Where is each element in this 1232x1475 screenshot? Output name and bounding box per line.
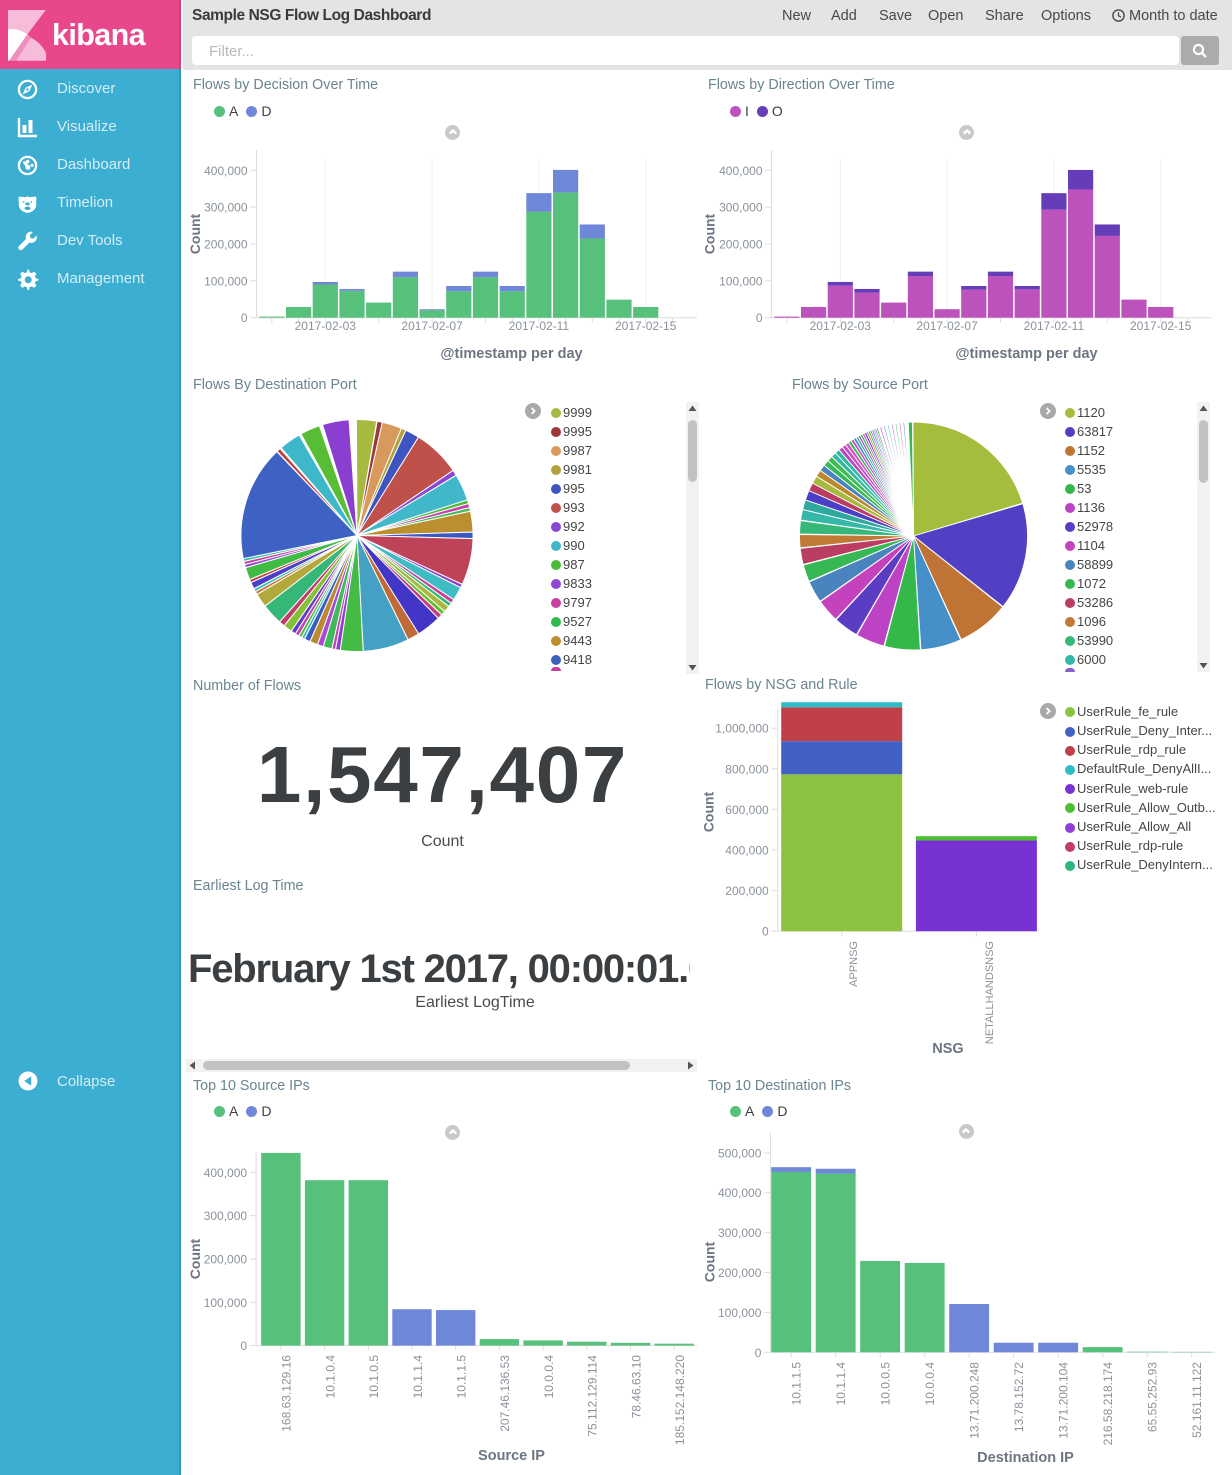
svg-text:300,000: 300,000 [719,201,763,215]
svg-text:10.0.0.4: 10.0.0.4 [542,1355,556,1399]
svg-text:2017-02-07: 2017-02-07 [916,319,978,333]
svg-text:400,000: 400,000 [725,844,769,858]
svg-text:@timestamp per day: @timestamp per day [955,346,1097,362]
svg-text:200,000: 200,000 [718,1266,762,1280]
svg-text:400,000: 400,000 [204,1166,248,1180]
svg-text:1,000,000: 1,000,000 [715,722,769,736]
svg-text:75.112.129.114: 75.112.129.114 [586,1355,600,1437]
svg-text:NETALLHANDSNSG: NETALLHANDSNSG [984,941,996,1044]
svg-text:Count: Count [702,213,718,254]
svg-text:185.152.148.220: 185.152.148.220 [673,1355,687,1445]
svg-text:10.1.0.4: 10.1.0.4 [323,1355,337,1399]
svg-text:216.58.218.174: 216.58.218.174 [1101,1362,1115,1446]
svg-text:10.1.1.4: 10.1.1.4 [411,1355,425,1399]
svg-text:300,000: 300,000 [204,201,248,215]
svg-text:168.63.129.16: 168.63.129.16 [280,1355,294,1432]
svg-text:0: 0 [762,925,769,939]
svg-text:10.1.0.5: 10.1.0.5 [367,1355,381,1399]
svg-text:13.71.200.104: 13.71.200.104 [1057,1362,1071,1439]
svg-text:Source IP: Source IP [478,1448,545,1464]
svg-text:100,000: 100,000 [204,274,248,288]
svg-text:Count: Count [187,213,203,254]
svg-text:10.0.0.5: 10.0.0.5 [879,1362,893,1406]
svg-text:200,000: 200,000 [204,1253,248,1267]
svg-text:2017-02-03: 2017-02-03 [295,319,357,333]
svg-text:10.1.1.5: 10.1.1.5 [455,1355,469,1399]
svg-text:300,000: 300,000 [204,1209,248,1223]
svg-text:207.46.136.53: 207.46.136.53 [498,1355,512,1432]
svg-text:@timestamp per day: @timestamp per day [440,346,582,362]
svg-text:10.1.1.5: 10.1.1.5 [790,1362,804,1406]
svg-text:52.161.11.122: 52.161.11.122 [1190,1362,1204,1438]
svg-text:10.0.0.4: 10.0.0.4 [923,1362,937,1406]
svg-text:APPNSG: APPNSG [848,941,860,987]
svg-text:400,000: 400,000 [718,1186,762,1200]
svg-text:Count: Count [701,791,717,832]
svg-text:0: 0 [756,311,763,325]
svg-text:2017-02-11: 2017-02-11 [1024,319,1085,333]
svg-text:500,000: 500,000 [718,1146,762,1160]
svg-text:10.1.1.4: 10.1.1.4 [834,1362,848,1406]
svg-text:78.46.63.10: 78.46.63.10 [629,1355,643,1419]
svg-text:13.71.200.248: 13.71.200.248 [968,1362,982,1439]
svg-text:2017-02-03: 2017-02-03 [810,319,872,333]
svg-text:200,000: 200,000 [204,238,248,252]
svg-text:600,000: 600,000 [725,803,769,817]
svg-text:200,000: 200,000 [719,238,763,252]
svg-text:2017-02-15: 2017-02-15 [1130,319,1192,333]
svg-text:800,000: 800,000 [725,762,769,776]
svg-text:400,000: 400,000 [204,164,248,178]
svg-text:2017-02-11: 2017-02-11 [509,319,570,333]
svg-text:13.78.152.72: 13.78.152.72 [1012,1362,1026,1432]
svg-text:Count: Count [187,1238,203,1279]
svg-text:200,000: 200,000 [725,884,769,898]
svg-text:100,000: 100,000 [204,1296,248,1310]
svg-text:65.55.252.93: 65.55.252.93 [1146,1362,1160,1432]
svg-text:0: 0 [240,1339,247,1353]
svg-text:100,000: 100,000 [719,274,763,288]
svg-text:NSG: NSG [932,1041,963,1057]
svg-text:300,000: 300,000 [718,1226,762,1240]
svg-text:Destination IP: Destination IP [977,1450,1074,1466]
svg-text:0: 0 [241,311,248,325]
svg-text:2017-02-07: 2017-02-07 [401,319,463,333]
svg-text:Count: Count [702,1241,718,1282]
svg-text:400,000: 400,000 [719,164,763,178]
svg-text:0: 0 [755,1346,762,1360]
svg-text:100,000: 100,000 [718,1306,762,1320]
svg-text:2017-02-15: 2017-02-15 [615,319,677,333]
